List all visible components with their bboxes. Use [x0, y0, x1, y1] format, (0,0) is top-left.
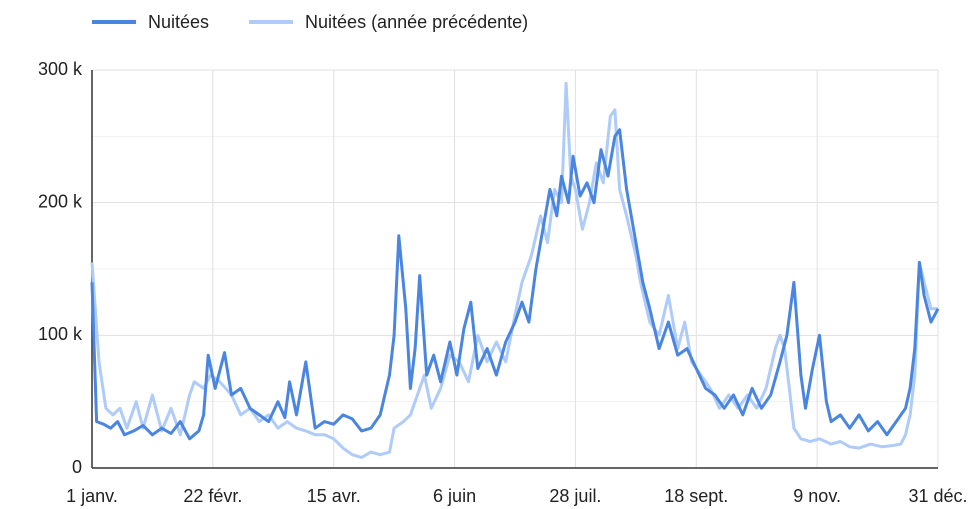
legend-label: Nuitées	[148, 12, 209, 32]
x-tick-label: 1 janv.	[66, 486, 118, 506]
x-tick-label: 15 avr.	[307, 486, 361, 506]
x-tick-label: 22 févr.	[183, 486, 242, 506]
x-tick-label: 9 nov.	[793, 486, 841, 506]
y-tick-label: 200 k	[38, 191, 83, 211]
y-tick-label: 0	[72, 457, 82, 477]
y-tick-label: 300 k	[38, 59, 83, 79]
x-tick-label: 6 juin	[433, 486, 476, 506]
x-tick-label: 28 juil.	[549, 486, 601, 506]
x-tick-label: 31 déc.	[908, 486, 967, 506]
x-tick-label: 18 sept.	[664, 486, 728, 506]
legend-label: Nuitées (année précédente)	[305, 12, 528, 32]
y-tick-label: 100 k	[38, 324, 83, 344]
series-line	[90, 128, 940, 441]
